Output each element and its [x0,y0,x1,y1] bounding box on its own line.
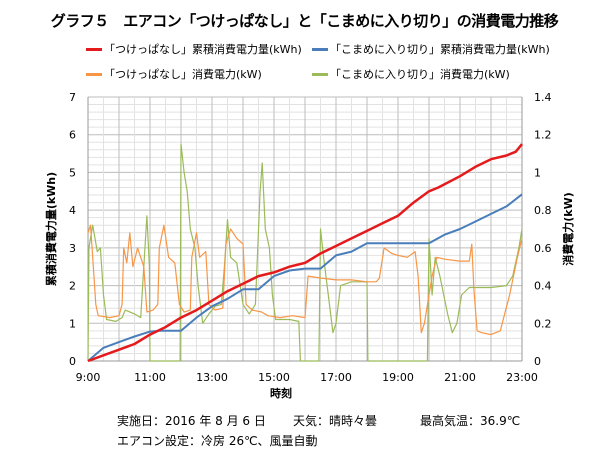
series-line [87,193,523,362]
y-tick-label: 1 [69,317,76,330]
y2-tick-label: 1.2 [534,129,552,142]
series-lines [87,143,523,363]
chart-title: グラフ５ エアコン「つけっぱなし」と「こまめに入り切り」の消費電力推移 [50,12,559,30]
x-tick-label: 19:00 [382,371,414,384]
x-tick-label: 23:00 [506,371,538,384]
x-tick-label: 11:00 [134,371,166,384]
y2-tick-label: 0.4 [534,280,552,293]
legend-swatch [86,72,102,76]
y-tick-label: 2 [69,280,76,293]
legend-item-orange: 「つけっぱなし」消費電力(kW) [86,66,262,82]
legend-label: 「つけっぱなし」消費電力(kW) [104,68,262,81]
x-tick-label: 17:00 [320,371,352,384]
legend-swatch [86,47,102,51]
y-tick-label: 7 [69,91,76,104]
x-tick-label: 15:00 [258,371,290,384]
y2-tick-label: 1.4 [534,91,552,104]
legend-item-red: 「つけっぱなし」累積消費電力量(kWh) [86,41,302,57]
series-line [87,224,523,336]
tick-labels: 0 1 2 3 4 5 6 7 0 0.2 0.4 0.6 0.8 1 1.2 1.4 9:00 11:00 13:… [69,91,552,384]
legend-swatch [312,47,328,51]
y2-tick-label: 0 [534,355,541,368]
y2-axis-label: 消費電力(kW) [561,192,575,266]
y-axis-label: 累積消費電力量(kWh) [44,172,58,286]
legend-item-blue: 「こまめに入り切り」累積消費電力量(kWh) [312,41,550,57]
y2-tick-label: 0.6 [534,242,552,255]
y-tick-label: 3 [69,242,76,255]
date-note: 実施日：2016 年 8 月 6 日 [117,414,266,428]
legend-label: 「つけっぱなし」累積消費電力量(kWh) [104,43,302,56]
y2-tick-label: 1 [534,166,541,179]
legend-swatch [312,72,328,76]
legend-item-green: 「こまめに入り切り」消費電力(kW) [312,66,510,82]
legend-label: 「こまめに入り切り」累積消費電力量(kWh) [330,43,550,56]
series-line [87,143,523,363]
weather-note: 天気：晴時々曇 [293,414,378,428]
y-tick-label: 6 [69,129,76,142]
x-tick-label: 13:00 [196,371,228,384]
x-tick-label: 21:00 [444,371,476,384]
ac-setting-note: エアコン設定：冷房 26℃、風量自動 [117,434,318,448]
x-axis-label: 時刻 [270,386,292,400]
y-tick-label: 5 [69,166,76,179]
y-tick-label: 0 [69,355,76,368]
max-temp-note: 最高気温：36.9℃ [420,414,521,428]
y2-tick-label: 0.2 [534,317,552,330]
y-tick-label: 4 [69,204,76,217]
x-tick-label: 9:00 [76,371,101,384]
legend-label: 「こまめに入り切り」消費電力(kW) [330,68,510,81]
y2-tick-label: 0.8 [534,204,552,217]
